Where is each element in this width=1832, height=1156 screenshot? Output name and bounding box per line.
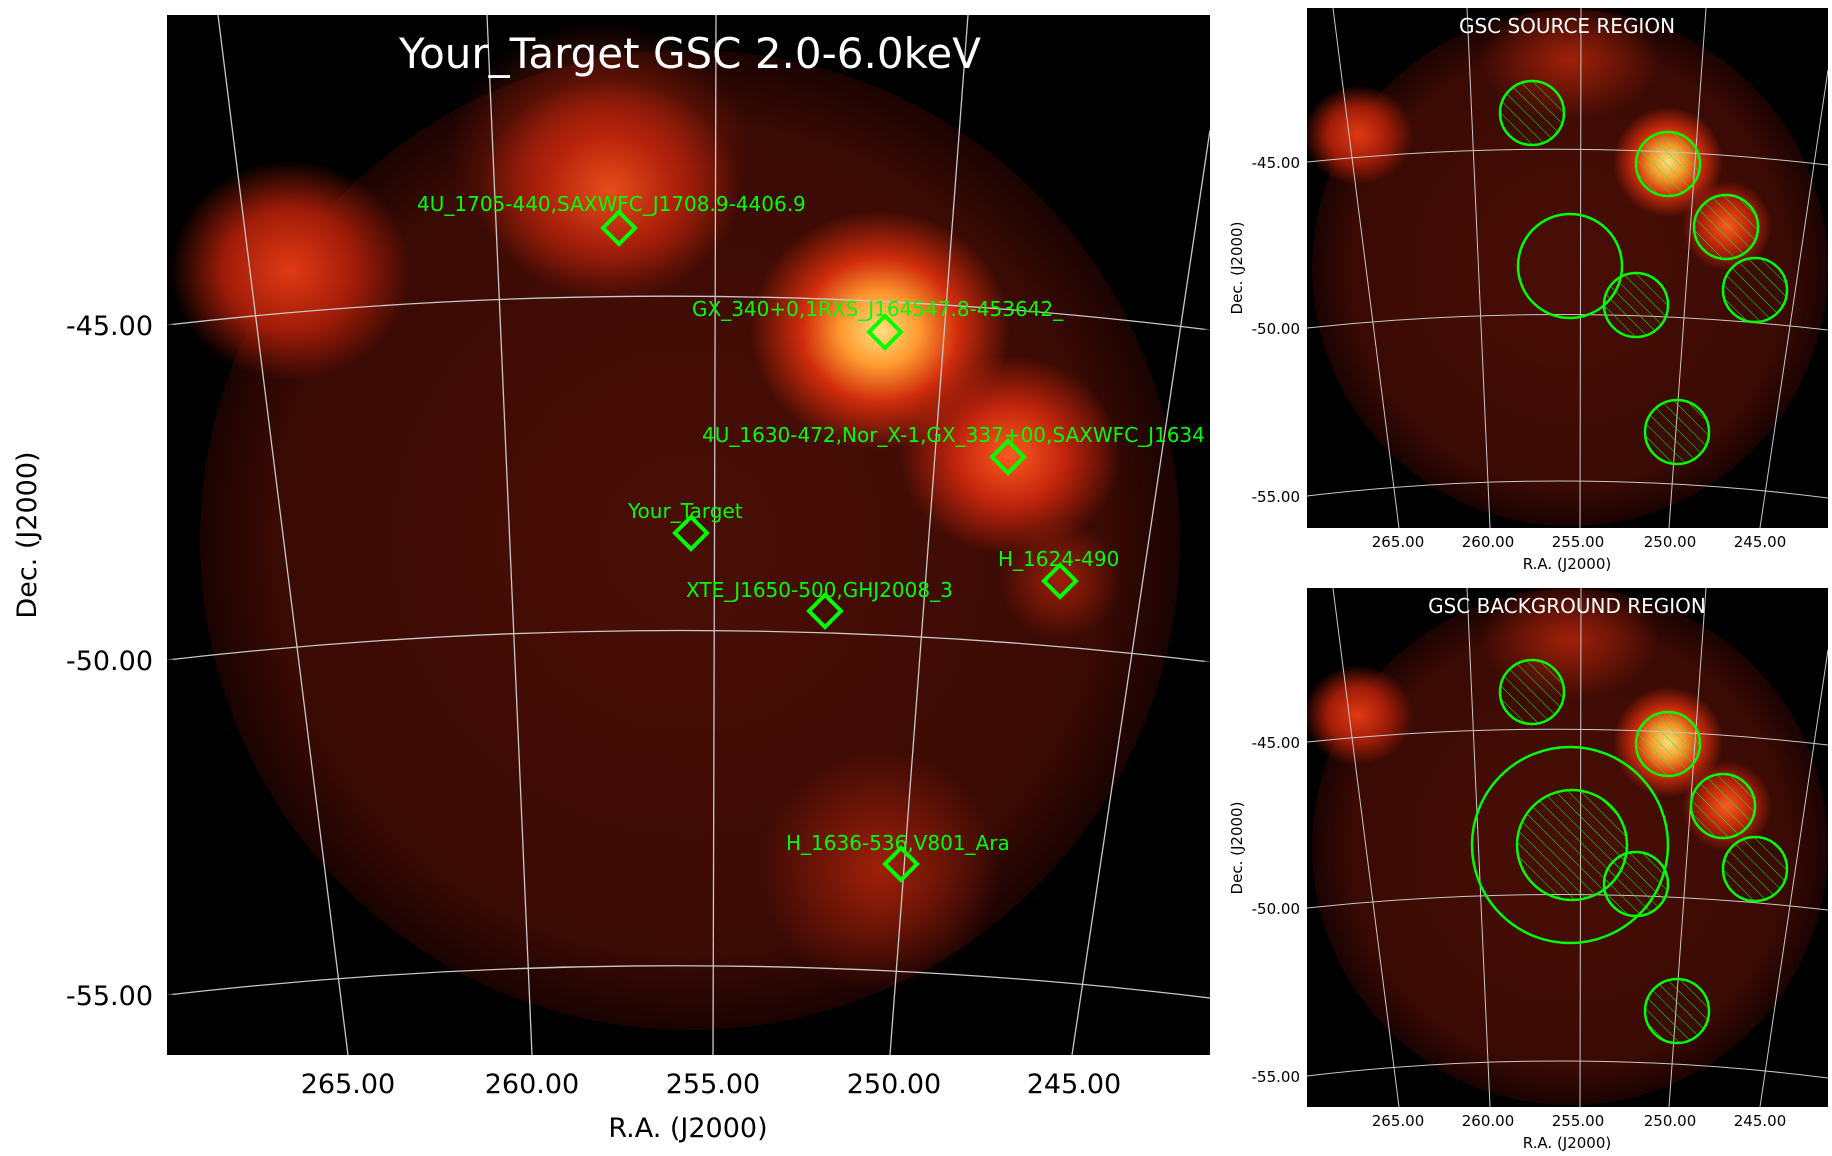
source-ra-tick: 255.00 [1552, 533, 1605, 551]
background-panel-title: GSC BACKGROUND REGION [1428, 594, 1706, 618]
background-region-panel: GSC BACKGROUND REGION 265.00 260.00 255.… [1228, 588, 1828, 1152]
source-label-XTE: XTE_J1650-500,GHJ2008_3 [686, 578, 953, 602]
source-marker-XTE[interactable] [806, 592, 844, 630]
background-image: GSC BACKGROUND REGION [1307, 588, 1828, 1107]
background-dec-tick: -50.00 [1252, 900, 1300, 918]
main-x-axis-label: R.A. (J2000) [608, 1113, 767, 1144]
source-label-4U1630: 4U_1630-472,Nor_X-1,GX_337+00,SAXWFC_J16… [702, 423, 1205, 447]
ra-tick-265: 265.00 [301, 1069, 395, 1100]
source-dec-tick: -55.00 [1252, 488, 1300, 506]
exclude-region[interactable] [1498, 658, 1566, 726]
source-image: GSC SOURCE REGION [1307, 8, 1828, 528]
main-tick-marks [167, 129, 1210, 996]
ra-tick-260: 260.00 [485, 1069, 579, 1100]
exclude-region[interactable] [1602, 271, 1670, 339]
background-x-axis-label: R.A. (J2000) [1523, 1134, 1612, 1152]
source-ra-ticks: 265.00 260.00 255.00 250.00 245.00 [1372, 533, 1787, 551]
source-marker-GX340[interactable] [866, 313, 904, 351]
ra-tick-245: 245.00 [1027, 1069, 1121, 1100]
exclude-region[interactable] [1515, 788, 1629, 902]
source-panel-title: GSC SOURCE REGION [1459, 14, 1675, 38]
source-y-axis-label: Dec. (J2000) [1228, 222, 1246, 315]
source-labels: 4U_1705-440,SAXWFC_J1708.9-4406.9 GX_340… [417, 192, 1205, 855]
dec-tick-45: -45.00 [66, 311, 153, 342]
source-marker-target[interactable] [672, 514, 710, 552]
source-dec-ticks: -45.00 -50.00 -55.00 [1252, 154, 1300, 506]
background-ra-tick: 250.00 [1644, 1112, 1697, 1130]
exclude-region[interactable] [1643, 398, 1711, 466]
main-image: 4U_1705-440,SAXWFC_J1708.9-4406.9 GX_340… [167, 15, 1210, 1055]
background-ra-tick: 255.00 [1552, 1112, 1605, 1130]
exclude-region[interactable] [1634, 710, 1702, 778]
ra-tick-255: 255.00 [666, 1069, 760, 1100]
source-marker-4U1705[interactable] [600, 209, 638, 247]
source-region-circle[interactable] [1516, 212, 1624, 320]
source-label-target: Your_Target [627, 499, 743, 523]
dec-tick-55: -55.00 [66, 981, 153, 1012]
background-region-circles [1470, 658, 1789, 1045]
source-dec-tick: -45.00 [1252, 154, 1300, 172]
main-grid [167, 15, 1210, 1055]
source-ra-tick: 250.00 [1644, 533, 1697, 551]
background-annulus-outer[interactable] [1470, 745, 1670, 945]
source-region-circles [1498, 79, 1789, 466]
main-panel: 4U_1705-440,SAXWFC_J1708.9-4406.9 GX_340… [12, 15, 1210, 1144]
main-ra-ticks: 265.00 260.00 255.00 250.00 245.00 [301, 1069, 1121, 1100]
background-ra-tick: 260.00 [1462, 1112, 1515, 1130]
exclude-region[interactable] [1498, 79, 1566, 147]
source-dec-tick: -50.00 [1252, 320, 1300, 338]
background-dec-tick: -45.00 [1252, 734, 1300, 752]
exclude-region[interactable] [1602, 850, 1670, 918]
source-region-panel: GSC SOURCE REGION 265.00 260.00 255.00 2… [1228, 8, 1828, 573]
exclude-region[interactable] [1643, 977, 1711, 1045]
exclude-region[interactable] [1634, 130, 1702, 198]
background-dec-ticks: -45.00 -50.00 -55.00 [1252, 734, 1300, 1086]
source-label-H1624: H_1624-490 [998, 547, 1119, 571]
source-label-GX340: GX_340+0,1RXS_J164547.8-453642_ [692, 297, 1064, 321]
source-x-axis-label: R.A. (J2000) [1523, 555, 1612, 573]
source-ra-tick: 265.00 [1372, 533, 1425, 551]
ra-tick-250: 250.00 [847, 1069, 941, 1100]
background-ra-tick: 245.00 [1734, 1112, 1787, 1130]
source-markers [600, 209, 1079, 883]
exclude-region[interactable] [1689, 772, 1757, 840]
source-marker-H1624[interactable] [1041, 562, 1079, 600]
exclude-region[interactable] [1721, 256, 1789, 324]
background-ra-ticks: 265.00 260.00 255.00 250.00 245.00 [1372, 1112, 1787, 1130]
background-ra-tick: 265.00 [1372, 1112, 1425, 1130]
source-label-H1636: H_1636-536,V801_Ara [786, 831, 1010, 855]
source-marker-4U1630[interactable] [989, 438, 1027, 476]
main-title: Your_Target GSC 2.0-6.0keV [398, 29, 981, 78]
source-ra-tick: 260.00 [1462, 533, 1515, 551]
exclude-region[interactable] [1692, 193, 1760, 261]
background-dec-tick: -55.00 [1252, 1068, 1300, 1086]
main-y-axis-label: Dec. (J2000) [12, 451, 43, 618]
source-label-4U1705: 4U_1705-440,SAXWFC_J1708.9-4406.9 [417, 192, 806, 216]
dec-tick-50: -50.00 [66, 646, 153, 677]
source-ra-tick: 245.00 [1734, 533, 1787, 551]
source-marker-H1636[interactable] [882, 845, 920, 883]
main-dec-ticks: -45.00 -50.00 -55.00 [66, 311, 153, 1012]
exclude-region[interactable] [1721, 835, 1789, 903]
background-y-axis-label: Dec. (J2000) [1228, 802, 1246, 895]
